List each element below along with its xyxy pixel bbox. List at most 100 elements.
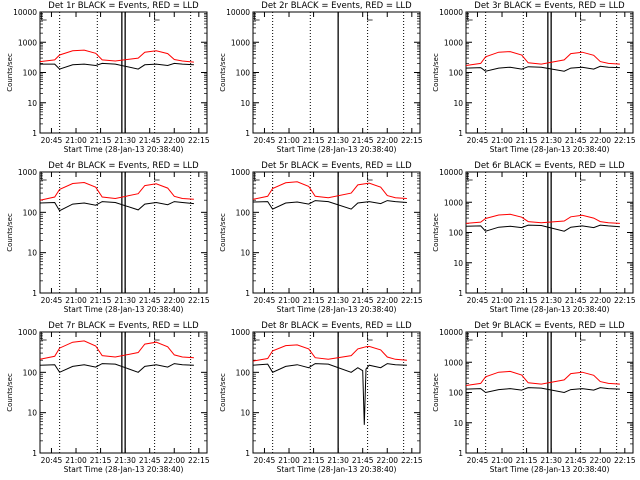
x-tick-label: 21:15 — [303, 296, 325, 305]
y-tick-label: 100 — [236, 368, 251, 377]
panel-title: Det 9r BLACK = Events, RED = LLD — [474, 321, 625, 331]
x-tick-label: 21:30 — [540, 456, 562, 465]
x-tick-label: 22:15 — [401, 296, 423, 305]
x-tick-label: 21:15 — [303, 456, 325, 465]
detector-panel: Det 3r BLACK = Events, RED = LLD 1 10 100 10… — [432, 1, 636, 154]
corner-tick-marker — [154, 172, 160, 181]
y-tick-label: 1 — [458, 129, 463, 138]
detector-panel: Det 8r BLACK = Events, RED = LLD 1 10 100 10… — [219, 321, 423, 474]
x-tick-label: 22:00 — [163, 296, 185, 305]
y-axis-title: Counts/sec — [219, 373, 227, 412]
panel-title: Det 5r BLACK = Events, RED = LLD — [261, 161, 412, 171]
x-tick-label: 21:00 — [278, 296, 300, 305]
y-tick-label: 100 — [23, 69, 38, 78]
y-tick-label: 1000 — [444, 38, 463, 47]
events-series-line — [465, 224, 620, 232]
x-tick-label: 21:30 — [327, 296, 349, 305]
plot-frame — [465, 331, 634, 454]
x-tick-label: 21:00 — [65, 456, 87, 465]
y-tick-label: 1 — [245, 129, 250, 138]
lld-series-line — [465, 370, 620, 386]
x-tick-label: 20:45 — [254, 456, 276, 465]
x-tick-label: 20:45 — [467, 296, 489, 305]
corner-tick-marker — [154, 332, 160, 341]
detector-panel: Det 7r BLACK = Events, RED = LLD 1 10 100 10… — [6, 321, 210, 474]
y-tick-label: 10 — [27, 99, 37, 108]
y-tick-label: 10 — [240, 249, 250, 258]
y-axis-title: Counts/sec — [219, 53, 227, 92]
panel-title: Det 2r BLACK = Events, RED = LLD — [261, 1, 412, 11]
y-tick-label: 100 — [236, 208, 251, 217]
y-tick-label: 10000 — [226, 8, 250, 17]
y-axis-title: Counts/sec — [432, 53, 440, 92]
y-tick-label: 1000 — [231, 38, 250, 47]
x-tick-label: 21:00 — [65, 296, 87, 305]
y-tick-label: 1000 — [231, 328, 250, 337]
lld-series-line — [39, 340, 194, 360]
events-series-line — [252, 363, 407, 425]
corner-tick-marker — [154, 12, 160, 21]
corner-tick-marker — [580, 12, 586, 21]
x-axis-title: Start Time (28-Jan-13 20:38:40) — [64, 465, 184, 474]
x-tick-label: 21:00 — [278, 136, 300, 145]
y-axis-title: Counts/sec — [6, 213, 14, 252]
x-tick-label: 21:15 — [90, 456, 112, 465]
x-axis-title: Start Time (28-Jan-13 20:38:40) — [490, 465, 610, 474]
panel-title: Det 8r BLACK = Events, RED = LLD — [261, 321, 412, 331]
x-tick-label: 22:15 — [188, 456, 210, 465]
lld-series-line — [465, 213, 620, 224]
x-tick-label: 21:15 — [516, 296, 538, 305]
y-tick-label: 1000 — [18, 328, 37, 337]
x-tick-label: 22:15 — [188, 296, 210, 305]
y-tick-label: 1 — [458, 289, 463, 298]
y-tick-label: 100 — [449, 69, 464, 78]
x-tick-label: 21:30 — [114, 136, 136, 145]
x-tick-label: 21:45 — [565, 456, 587, 465]
lld-series-line — [465, 51, 620, 66]
lld-series-line — [252, 181, 407, 200]
y-tick-label: 100 — [449, 229, 464, 238]
events-series-line — [40, 62, 194, 70]
x-tick-label: 21:45 — [139, 296, 161, 305]
x-tick-label: 21:30 — [540, 296, 562, 305]
lld-series-line — [39, 181, 194, 201]
y-tick-label: 10 — [453, 259, 463, 268]
x-tick-label: 21:15 — [516, 456, 538, 465]
x-tick-label: 21:45 — [565, 296, 587, 305]
corner-tick-marker — [41, 172, 47, 181]
y-tick-label: 10 — [240, 409, 250, 418]
events-series-line — [39, 201, 194, 212]
events-series-line — [465, 65, 620, 72]
y-tick-label: 1 — [32, 289, 37, 298]
y-axis-title: Counts/sec — [432, 373, 440, 412]
y-tick-label: 100 — [236, 69, 251, 78]
x-tick-label: 21:15 — [303, 136, 325, 145]
y-axis-title: Counts/sec — [6, 53, 14, 92]
corner-tick-marker — [580, 172, 586, 181]
corner-tick-marker — [367, 172, 373, 181]
y-tick-label: 100 — [23, 208, 38, 217]
x-tick-label: 21:45 — [352, 296, 374, 305]
y-tick-label: 10000 — [439, 168, 463, 177]
y-tick-label: 1000 — [444, 198, 463, 207]
x-tick-label: 21:30 — [114, 296, 136, 305]
x-tick-label: 21:00 — [491, 136, 513, 145]
x-tick-label: 21:45 — [352, 136, 374, 145]
y-tick-label: 1000 — [231, 168, 250, 177]
plot-frame — [39, 11, 208, 134]
y-axis-title: Counts/sec — [432, 213, 440, 252]
corner-tick-marker — [254, 172, 260, 181]
x-tick-label: 21:00 — [65, 136, 87, 145]
panel-title: Det 3r BLACK = Events, RED = LLD — [474, 1, 625, 11]
y-tick-label: 10 — [27, 249, 37, 258]
y-tick-label: 1000 — [444, 358, 463, 367]
x-tick-label: 20:45 — [41, 296, 63, 305]
x-axis-title: Start Time (28-Jan-13 20:38:40) — [64, 305, 184, 314]
plot-frame — [39, 171, 208, 294]
x-axis-title: Start Time (28-Jan-13 20:38:40) — [490, 145, 610, 154]
y-tick-label: 100 — [449, 389, 464, 398]
corner-tick-marker — [254, 12, 260, 21]
x-axis-title: Start Time (28-Jan-13 20:38:40) — [277, 305, 397, 314]
x-tick-label: 22:15 — [614, 296, 636, 305]
y-axis-title: Counts/sec — [219, 213, 227, 252]
